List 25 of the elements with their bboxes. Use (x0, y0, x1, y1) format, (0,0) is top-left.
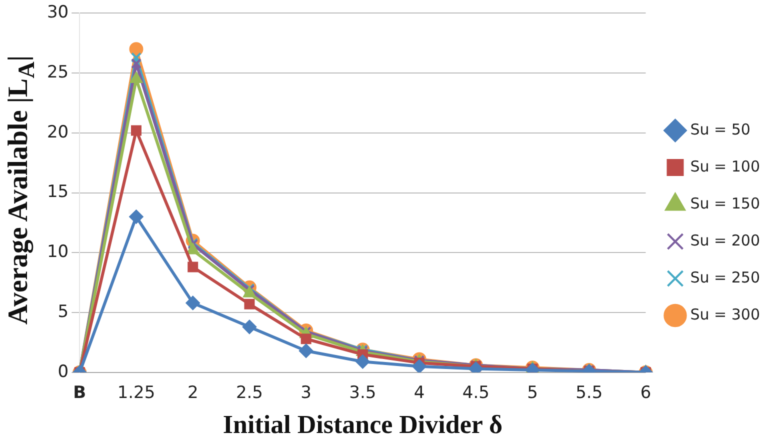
x-tick-label: 6 (640, 383, 652, 404)
x-axis-title: Initial Distance Divider δ (222, 410, 502, 440)
y-tick-label: 25 (46, 62, 69, 82)
x-tick-label: 4 (414, 383, 425, 404)
x-tick-label: 5.5 (576, 383, 603, 404)
y-tick-label: 15 (46, 182, 69, 202)
y-tick-label: 5 (58, 302, 69, 322)
x-tick-label: 3 (300, 383, 312, 404)
legend-label: Su = 100 (690, 157, 760, 176)
x-tick-label: 5 (527, 383, 538, 404)
y-tick-label: 10 (46, 242, 69, 262)
x-tick-label: 1.25 (117, 383, 156, 404)
x-tick-label: B (73, 383, 86, 404)
legend-label: Su = 150 (690, 194, 760, 212)
legend-label: Su = 250 (690, 268, 760, 286)
x-tick-label: 4.5 (462, 383, 490, 404)
legend-label: Su = 50 (690, 120, 750, 138)
legend-label: Su = 200 (690, 231, 760, 250)
y-tick-label: 30 (46, 2, 69, 23)
y-tick-label: 0 (58, 362, 69, 382)
x-tick-label: 3.5 (349, 383, 376, 404)
x-tick-label: 2 (187, 383, 198, 404)
x-tick-label: 2.5 (236, 383, 263, 404)
legend-label: Su = 300 (690, 305, 760, 324)
y-tick-label: 20 (46, 122, 69, 142)
